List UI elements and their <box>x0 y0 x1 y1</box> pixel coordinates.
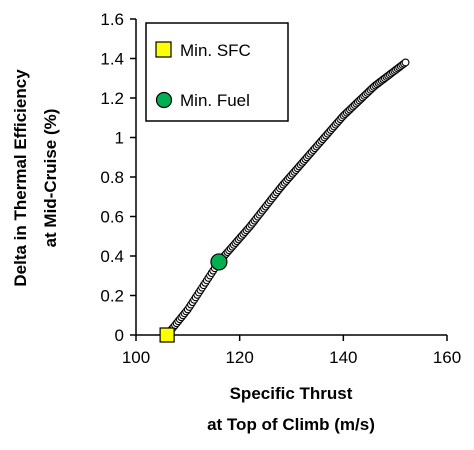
x-tick-label: 140 <box>329 348 357 367</box>
legend-label-min-sfc: Min. SFC <box>180 41 251 60</box>
x-tick-label: 100 <box>122 348 150 367</box>
y-tick-label: 1.4 <box>100 50 124 69</box>
legend-marker-min-fuel <box>155 91 173 109</box>
y-axis-title-line1: Delta in Thermal Efficiency <box>11 69 30 287</box>
y-tick-label: 0.6 <box>100 208 124 227</box>
data-point <box>401 58 410 67</box>
x-axis-title-line2: at Top of Climb (m/s) <box>207 415 375 434</box>
x-tick-label: 120 <box>225 348 253 367</box>
y-tick-label: 0.2 <box>100 287 124 306</box>
highlight-points <box>159 253 228 343</box>
legend-label-min-fuel: Min. Fuel <box>180 91 250 110</box>
x-ticks: 100 120 140 160 <box>122 335 461 367</box>
data-points <box>163 58 410 339</box>
legend-marker-min-sfc <box>155 41 172 58</box>
x-axis-title-line1: Specific Thrust <box>230 384 353 403</box>
min-fuel-point <box>210 253 228 271</box>
y-axis-title-line2: at Mid-Cruise (%) <box>41 109 60 248</box>
min-sfc-point <box>159 327 175 343</box>
y-ticks: 0 0.2 0.4 0.6 0.8 1 1.2 1.4 1.6 <box>100 10 136 345</box>
y-tick-label: 1.2 <box>100 89 124 108</box>
x-tick-label: 160 <box>433 348 461 367</box>
legend: Min. SFC Min. Fuel <box>145 22 289 122</box>
y-tick-label: 1 <box>115 129 124 148</box>
y-tick-label: 0.8 <box>100 168 124 187</box>
y-tick-label: 0.4 <box>100 247 124 266</box>
y-tick-label: 1.6 <box>100 10 124 29</box>
y-tick-label: 0 <box>115 326 124 345</box>
